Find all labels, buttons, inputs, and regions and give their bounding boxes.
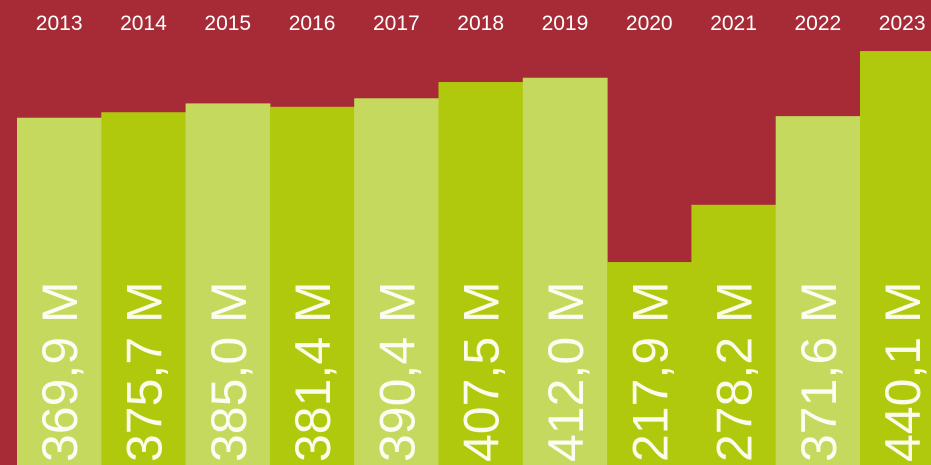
- year-label: 2022: [794, 12, 841, 35]
- bar: [691, 204, 777, 465]
- bar: [607, 262, 692, 465]
- value-label: 412,0 M: [538, 281, 594, 462]
- value-label: 369,9 M: [32, 281, 88, 462]
- year-label: 2017: [373, 12, 420, 35]
- bar: [17, 117, 102, 465]
- year-label: 2021: [710, 12, 757, 35]
- value-label: 381,4 M: [285, 281, 341, 462]
- bar: [775, 116, 861, 465]
- bar: [101, 112, 187, 465]
- bar: [354, 98, 439, 465]
- value-label: 278,2 M: [707, 281, 763, 462]
- year-label: 2020: [626, 12, 673, 35]
- bar: [185, 103, 271, 465]
- value-label: 217,9 M: [622, 281, 678, 462]
- year-label: 2015: [204, 12, 251, 35]
- value-label: 375,7 M: [116, 281, 172, 462]
- year-label: 2013: [36, 12, 83, 35]
- value-label: 390,4 M: [369, 281, 425, 462]
- value-label: 440,1 M: [875, 281, 931, 462]
- value-label: 407,5 M: [454, 281, 510, 462]
- bar: [522, 77, 608, 465]
- year-label: 2019: [542, 12, 589, 35]
- bar: [438, 82, 524, 465]
- year-label: 2016: [289, 12, 336, 35]
- value-label: 371,6 M: [791, 281, 847, 462]
- year-label: 2023: [879, 12, 926, 35]
- value-label: 385,0 M: [201, 281, 257, 462]
- year-label: 2014: [120, 12, 167, 35]
- bar: [269, 106, 355, 465]
- year-label: 2018: [457, 12, 504, 35]
- bar: [860, 51, 931, 465]
